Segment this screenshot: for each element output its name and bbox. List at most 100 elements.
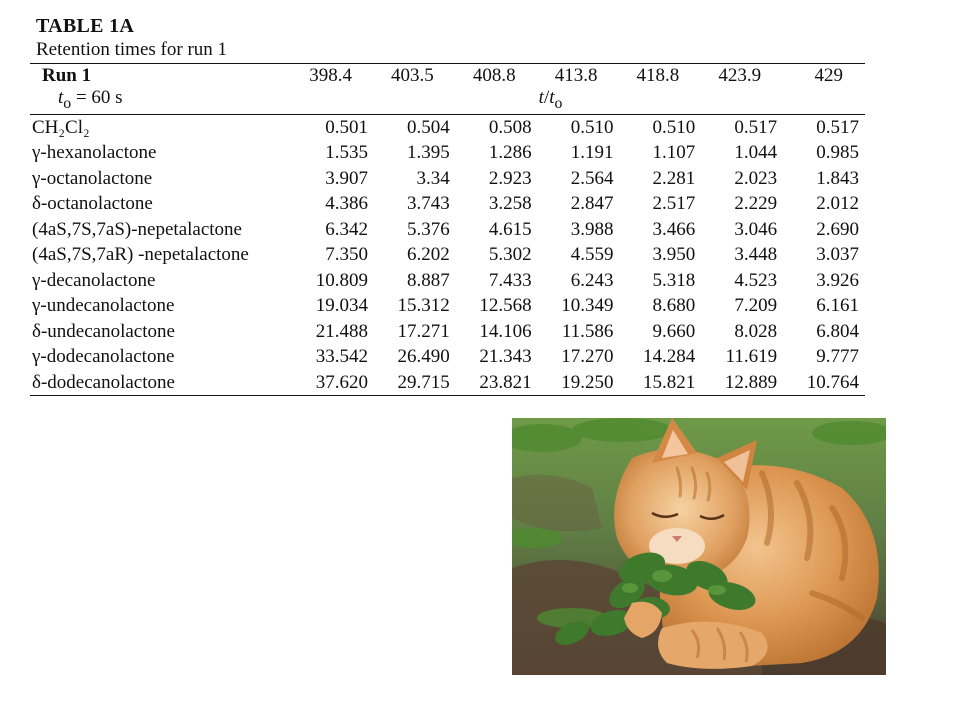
t0-label: to = 60 s bbox=[30, 87, 293, 115]
ratio-value: 11.619 bbox=[725, 346, 778, 368]
retention-table: Run 1 398.4 403.5 408.8 413.8 418.8 423.… bbox=[30, 63, 865, 397]
fur-stripes bbox=[759, 470, 865, 621]
table-row: δ-undecanolactone 21.488 17.271 14.106 11.58… bbox=[30, 319, 865, 345]
ratio-value: 9.660 bbox=[652, 320, 696, 342]
ratio-value: 0.508 bbox=[488, 116, 532, 138]
ratio-value: 1.286 bbox=[488, 142, 532, 164]
compound-name: γ-dodecanolactone bbox=[32, 346, 175, 368]
table-row: γ-hexanolactone 1.535 1.395 1.286 1.191 1.107… bbox=[30, 140, 865, 166]
t0-value: = 60 s bbox=[71, 87, 123, 108]
table-row: δ-octanolactone 4.386 3.743 3.258 2.847 2.517… bbox=[30, 191, 865, 217]
ratio-value: 21.343 bbox=[479, 346, 532, 368]
ratio-value: 4.523 bbox=[734, 269, 778, 291]
table-title: TABLE 1A bbox=[36, 15, 135, 37]
ratio-value: 3.988 bbox=[570, 218, 614, 240]
compound-name: CH₂Cl₂ bbox=[32, 116, 90, 138]
ratio-value: 0.510 bbox=[652, 116, 696, 138]
ratio-value: 6.202 bbox=[407, 244, 450, 266]
table-row: γ-decanolactone 10.809 8.887 7.433 6.243 5.31… bbox=[30, 268, 865, 294]
ratio-value: 3.907 bbox=[325, 167, 368, 189]
ratio-value: 0.504 bbox=[407, 116, 450, 138]
run-value: 398.4 bbox=[292, 63, 374, 88]
ratio-value: 14.106 bbox=[479, 320, 532, 342]
ratio-value: 23.821 bbox=[455, 369, 538, 397]
compound-name: γ-hexanolactone bbox=[32, 142, 157, 164]
ratio-value: 3.037 bbox=[816, 244, 859, 266]
run-value: 423.9 bbox=[701, 63, 784, 88]
ratio-subscript: o bbox=[554, 94, 563, 112]
ratio-value: 2.229 bbox=[734, 193, 778, 215]
cat-with-catnip-image bbox=[512, 418, 886, 675]
ratio-value: 10.809 bbox=[315, 269, 368, 291]
ratio-value: 14.284 bbox=[643, 346, 696, 368]
ratio-value: 19.034 bbox=[315, 295, 368, 317]
ratio-slash: / bbox=[543, 87, 550, 108]
ratio-value: 3.34 bbox=[416, 167, 450, 189]
retention-table-container: Run 1 398.4 403.5 408.8 413.8 418.8 423.… bbox=[30, 63, 865, 397]
table-row: γ-dodecanolactone 33.542 26.490 21.343 17.27… bbox=[30, 344, 865, 370]
ratio-value: 1.395 bbox=[407, 142, 450, 164]
ratio-value: 1.843 bbox=[816, 167, 859, 189]
ratio-value: 4.615 bbox=[488, 218, 532, 240]
table-row: CH₂Cl₂ 0.501 0.504 0.508 0.510 0.510 0.517 0.51… bbox=[30, 114, 865, 140]
run-header-row: Run 1 398.4 403.5 408.8 413.8 418.8 423.… bbox=[30, 63, 865, 88]
ratio-value: 2.281 bbox=[652, 167, 696, 189]
table-row: γ-undecanolactone 19.034 15.312 12.568 10.34… bbox=[30, 293, 865, 319]
ratio-value: 8.680 bbox=[652, 295, 696, 317]
ratio-value: 7.350 bbox=[325, 244, 368, 266]
cat-nose bbox=[672, 536, 682, 542]
ratio-value: 2.012 bbox=[816, 193, 859, 215]
run-value: 418.8 bbox=[619, 63, 702, 88]
ratio-value: 3.950 bbox=[652, 244, 696, 266]
subheader-row: to = 60 s t/to bbox=[30, 87, 865, 115]
ratio-value: 17.270 bbox=[561, 346, 614, 368]
head-stripes bbox=[675, 466, 712, 502]
table-row: δ-dodecanolactone 37.620 29.715 23.821 19.25… bbox=[30, 369, 865, 397]
ratio-label: t/to bbox=[292, 87, 865, 115]
cat-eye-left bbox=[651, 511, 679, 518]
run-value: 403.5 bbox=[373, 63, 456, 88]
ratio-value: 5.302 bbox=[488, 244, 532, 266]
compound-name: δ-octanolactone bbox=[32, 193, 153, 215]
compound-name: γ-undecanolactone bbox=[32, 295, 175, 317]
compound-name: (4aS,7S,7aS)-nepetalactone bbox=[32, 218, 242, 240]
cat-photo bbox=[512, 418, 886, 675]
compound-name: γ-decanolactone bbox=[32, 269, 156, 291]
cat-muzzle bbox=[649, 528, 705, 564]
ratio-value: 6.804 bbox=[816, 320, 859, 342]
ratio-value: 21.488 bbox=[315, 320, 368, 342]
t0-subscript: o bbox=[63, 94, 72, 112]
ratio-value: 5.318 bbox=[652, 269, 696, 291]
ratio-value: 4.386 bbox=[325, 193, 368, 215]
run-value: 408.8 bbox=[455, 63, 538, 88]
ratio-value: 1.107 bbox=[652, 142, 696, 164]
ratio-value: 6.342 bbox=[325, 218, 368, 240]
cat-paw-left bbox=[624, 601, 662, 638]
ratio-value: 7.209 bbox=[734, 295, 778, 317]
table-row: γ-octanolactone 3.907 3.34 2.923 2.564 2.281 2… bbox=[30, 166, 865, 192]
ratio-value: 2.023 bbox=[734, 167, 778, 189]
ratio-value: 2.923 bbox=[488, 167, 532, 189]
table-body: CH₂Cl₂ 0.501 0.504 0.508 0.510 0.510 0.517 0.51… bbox=[30, 114, 865, 397]
ratio-value: 2.564 bbox=[570, 167, 614, 189]
ratio-t2: t bbox=[549, 87, 555, 108]
ratio-value: 6.243 bbox=[570, 269, 614, 291]
compound-name: δ-dodecanolactone bbox=[30, 369, 293, 397]
ratio-value: 15.821 bbox=[619, 369, 702, 397]
ratio-value: 19.250 bbox=[537, 369, 620, 397]
ratio-value: 7.433 bbox=[488, 269, 532, 291]
table-row: (4aS,7S,7aS)-nepetalactone 6.342 5.376 4.61… bbox=[30, 217, 865, 243]
table-caption: Retention times for run 1 bbox=[36, 39, 228, 60]
ratio-value: 0.501 bbox=[325, 116, 368, 138]
compound-name: (4aS,7S,7aR) -nepetalactone bbox=[32, 244, 249, 266]
ratio-value: 33.542 bbox=[315, 346, 368, 368]
grass bbox=[512, 418, 886, 628]
ratio-value: 0.510 bbox=[570, 116, 614, 138]
ratio-value: 6.161 bbox=[816, 295, 859, 317]
ratio-value: 10.349 bbox=[561, 295, 614, 317]
ratio-value: 1.535 bbox=[325, 142, 368, 164]
ratio-value: 1.191 bbox=[570, 142, 614, 164]
ratio-value: 3.466 bbox=[652, 218, 696, 240]
ratio-value: 3.258 bbox=[488, 193, 532, 215]
